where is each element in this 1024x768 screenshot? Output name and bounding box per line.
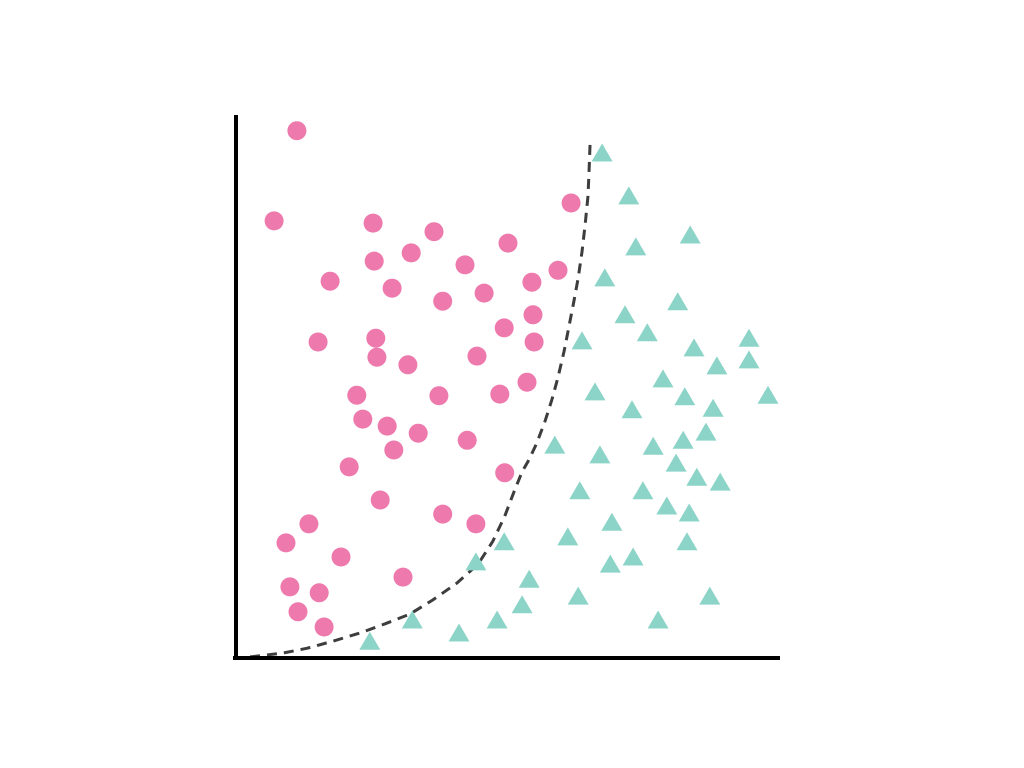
scatter-point-circle — [366, 328, 386, 348]
scatter-point-circle — [408, 423, 428, 443]
scatter-point-triangle — [594, 268, 616, 287]
scatter-point-triangle — [683, 338, 705, 357]
scatter-point-circle — [287, 121, 307, 141]
scatter-point-triangle — [702, 398, 724, 417]
scatter-point-circle — [433, 291, 453, 311]
scatter-point-triangle — [738, 350, 760, 369]
scatter-point-triangle — [591, 143, 613, 162]
scatter-point-circle — [424, 222, 444, 242]
scatter-point-triangle — [632, 481, 654, 500]
scatter-point-circle — [466, 514, 486, 534]
scatter-point-circle — [276, 533, 296, 553]
scatter-point-circle — [548, 260, 568, 280]
scatter-point-triangle — [621, 400, 643, 419]
decision-boundary-curve — [249, 143, 592, 659]
scatter-point-circle — [308, 332, 328, 352]
scatter-point-triangle — [695, 422, 717, 441]
scatter-point-circle — [457, 430, 477, 450]
scatter-point-circle — [288, 602, 308, 622]
scatter-point-triangle — [757, 385, 779, 404]
scatter-point-triangle — [622, 547, 644, 566]
scatter-point-circle — [370, 490, 390, 510]
scatter-point-circle — [490, 384, 510, 404]
scatter-point-triangle — [636, 323, 658, 342]
scatter-point-circle — [495, 463, 515, 483]
scatter-point-circle — [498, 233, 518, 253]
scatter-point-triangle — [567, 586, 589, 605]
scatter-point-circle — [524, 332, 544, 352]
scatter-point-circle — [398, 355, 418, 375]
scatter-point-circle — [561, 193, 581, 213]
scatter-point-triangle — [465, 552, 487, 571]
scatter-point-triangle — [618, 186, 640, 205]
scatter-point-circle — [384, 440, 404, 460]
scatter-point-triangle — [665, 453, 687, 472]
scatter-point-circle — [331, 547, 351, 567]
scatter-point-circle — [280, 577, 300, 597]
scatter-point-circle — [523, 305, 543, 325]
scatter-point-circle — [367, 347, 387, 367]
scatter-point-circle — [467, 346, 487, 366]
scatter-point-circle — [517, 372, 537, 392]
scatter-point-triangle — [359, 631, 381, 650]
scatter-point-triangle — [678, 503, 700, 522]
scatter-point-triangle — [569, 481, 591, 500]
scatter-point-circle — [314, 617, 334, 637]
scatter-point-triangle — [448, 623, 470, 642]
scatter-point-triangle — [667, 292, 689, 311]
scatter-point-circle — [433, 504, 453, 524]
scatter-point-triangle — [642, 436, 664, 455]
scatter-point-circle — [309, 583, 329, 603]
scatter-point-triangle — [557, 527, 579, 546]
scatter-point-triangle — [589, 445, 611, 464]
scatter-point-circle — [264, 211, 284, 231]
scatter-point-triangle — [518, 569, 540, 588]
scatter-point-triangle — [699, 586, 721, 605]
scatter-point-triangle — [544, 435, 566, 454]
scatter-point-circle — [401, 243, 421, 263]
scatter-point-triangle — [599, 554, 621, 573]
scatter-point-triangle — [511, 595, 533, 614]
scatter-point-circle — [494, 318, 514, 338]
scatter-point-circle — [363, 213, 383, 233]
scatter-point-triangle — [686, 467, 708, 486]
scatter-point-triangle — [679, 225, 701, 244]
scatter-point-triangle — [674, 387, 696, 406]
scatter-point-triangle — [584, 382, 606, 401]
data-points — [264, 121, 779, 650]
axes — [233, 115, 780, 660]
scatter-point-circle — [474, 283, 494, 303]
scatter-point-triangle — [652, 369, 674, 388]
scatter-point-circle — [455, 255, 475, 275]
scatter-point-circle — [339, 457, 359, 477]
scatter-point-triangle — [656, 496, 678, 515]
scatter-point-circle — [429, 386, 449, 406]
scatter-point-triangle — [401, 610, 423, 629]
scatter-point-triangle — [601, 512, 623, 531]
scatter-point-circle — [299, 514, 319, 534]
scatter-point-triangle — [676, 532, 698, 551]
scatter-point-circle — [347, 385, 367, 405]
scatter-point-circle — [353, 409, 373, 429]
scatter-point-triangle — [486, 610, 508, 629]
decision-boundary — [249, 143, 592, 659]
scatter-point-circle — [364, 251, 384, 271]
scatter-point-circle — [377, 416, 397, 436]
scatter-point-triangle — [614, 305, 636, 324]
scatter-point-triangle — [493, 532, 515, 551]
scatter-point-circle — [320, 271, 340, 291]
scatter-point-triangle — [672, 430, 694, 449]
scatter-point-triangle — [571, 331, 593, 350]
scatter-point-triangle — [738, 328, 760, 347]
scatter-point-triangle — [647, 610, 669, 629]
scatter-point-circle — [382, 278, 402, 298]
scatter-point-circle — [393, 567, 413, 587]
scatter-point-triangle — [709, 472, 731, 491]
scatter-point-circle — [522, 272, 542, 292]
scatter-point-triangle — [625, 237, 647, 256]
scatter-point-triangle — [706, 356, 728, 375]
